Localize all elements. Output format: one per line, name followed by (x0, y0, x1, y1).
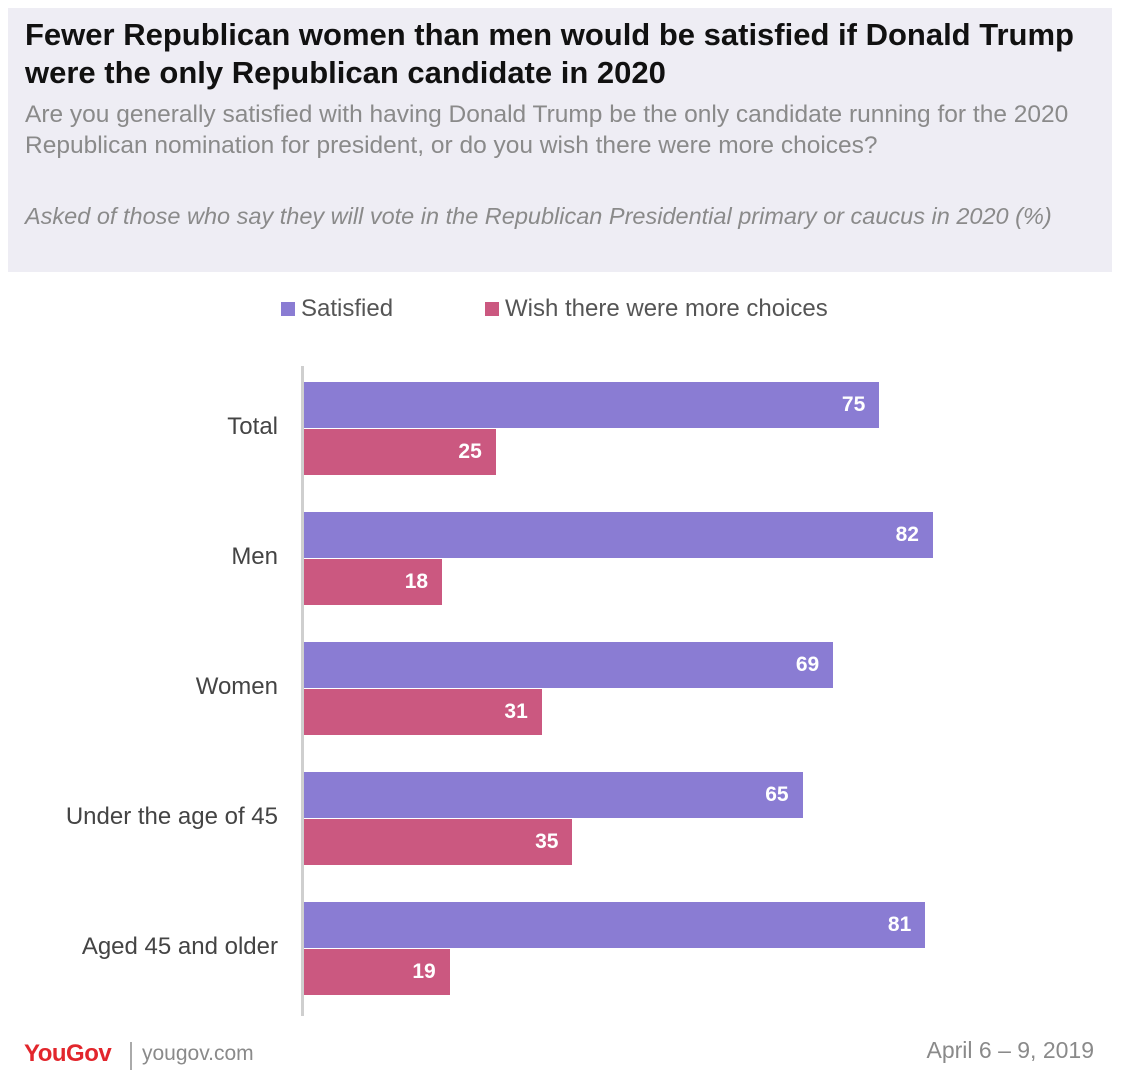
data-label: 25 (458, 440, 482, 463)
category-label: Total (227, 413, 278, 440)
category-label: Under the age of 45 (65, 803, 278, 830)
yougov-logo: YouGov (24, 1040, 112, 1067)
header-panel (8, 8, 1112, 272)
chart-subtitle: Are you generally satisfied with having … (25, 101, 1069, 159)
bar-satisfied (304, 512, 933, 558)
footer-url: yougov.com (142, 1042, 254, 1065)
bar-wish-more-choices (304, 949, 450, 995)
footer-divider (130, 1042, 132, 1070)
data-label: 75 (841, 393, 866, 416)
data-label: 35 (535, 830, 559, 853)
legend-label-wish: Wish there were more choices (505, 295, 828, 322)
category-label: Women (195, 673, 278, 700)
legend-label-satisfied: Satisfied (301, 295, 394, 322)
survey-date: April 6 – 9, 2019 (926, 1037, 1094, 1063)
bar-wish-more-choices (304, 559, 443, 605)
bar-satisfied (304, 642, 834, 688)
data-label: 18 (404, 570, 429, 593)
category-label: Men (231, 543, 278, 570)
chart-title: Fewer Republican women than men would be… (25, 17, 1074, 90)
bar-wish-more-choices (304, 429, 496, 475)
legend-item-wish: Wish there were more choices (485, 293, 828, 325)
legend-swatch-wish (485, 302, 499, 316)
data-label: 69 (795, 653, 820, 676)
data-label: 19 (412, 960, 436, 983)
category-label: Aged 45 and older (81, 933, 278, 960)
bar-satisfied (304, 772, 803, 818)
bar-wish-more-choices (304, 689, 542, 735)
legend-swatch-satisfied (281, 302, 295, 316)
bar-wish-more-choices (304, 819, 573, 865)
category-axis-line (301, 366, 304, 1016)
data-label: 31 (504, 700, 528, 723)
data-label: 82 (895, 523, 919, 546)
chart-note: Asked of those who say they will vote in… (25, 203, 1052, 229)
bar-satisfied (304, 902, 926, 948)
legend-item-satisfied: Satisfied (281, 293, 393, 325)
data-label: 65 (765, 783, 789, 806)
bar-satisfied (304, 382, 880, 428)
data-label: 81 (887, 913, 912, 936)
